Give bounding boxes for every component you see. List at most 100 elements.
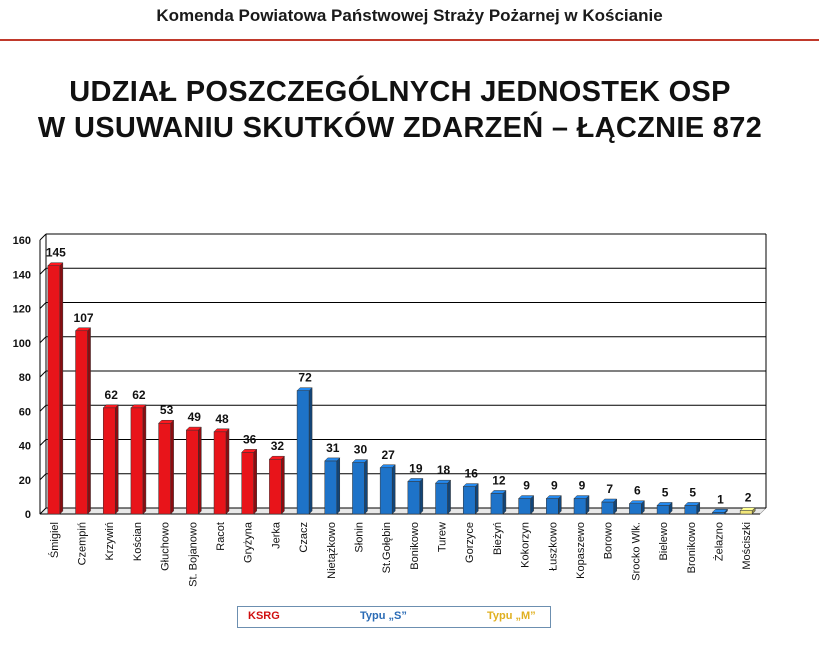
data-label: 12 [492, 473, 506, 487]
bar-top [102, 404, 119, 409]
bar [269, 458, 282, 515]
bar [186, 429, 199, 515]
bar-side [59, 262, 64, 515]
data-label: 53 [160, 403, 174, 417]
gridline-depth [39, 439, 47, 446]
bar [712, 512, 725, 515]
x-tick-label: Turew [437, 522, 449, 552]
bar [47, 265, 61, 515]
bar-side [142, 404, 147, 515]
x-tick-label: Gorzyce [464, 522, 476, 563]
bar [379, 467, 393, 515]
x-tick-label: Srocko Wlk. [630, 522, 642, 581]
bar [130, 407, 144, 515]
x-tick-label: Łuszkowo [547, 522, 559, 571]
legend-entry-typ-s: Typu „S” [360, 610, 407, 622]
bar [241, 452, 254, 515]
y-tick-label: 0 [25, 509, 31, 521]
x-tick-label: Czacz [298, 522, 310, 553]
x-tick-label: St.Gołębin [381, 522, 393, 573]
bar-top [241, 449, 258, 453]
bar-top [296, 387, 313, 391]
bar [656, 505, 670, 515]
bar-top [711, 509, 729, 513]
data-label: 31 [326, 441, 340, 455]
bar-side [308, 387, 313, 515]
x-tick-label: Bronikowo [686, 522, 698, 573]
bar-top [268, 455, 285, 460]
bar-top [434, 479, 452, 484]
bar [490, 493, 504, 515]
bar-side [447, 479, 451, 515]
bar [573, 498, 587, 515]
y-tick-label: 100 [13, 338, 31, 350]
bar [629, 503, 642, 515]
data-label: 5 [662, 485, 669, 499]
bar [407, 481, 421, 515]
bar-top [545, 495, 562, 499]
legend-entry-typ-m: Typu „M” [487, 610, 536, 622]
bar [324, 460, 338, 515]
x-tick-label: Kopaszewo [575, 522, 587, 579]
data-label: 18 [437, 463, 451, 477]
bar-top [185, 426, 202, 431]
x-tick-label: Nietążkowo [326, 522, 338, 579]
bar-top [656, 502, 673, 506]
bar-top [407, 478, 424, 482]
bar-side [87, 327, 91, 515]
bar-top [739, 507, 756, 511]
bar-side [502, 489, 507, 515]
bar [213, 431, 227, 515]
bar-top [379, 464, 396, 469]
bar-top [601, 498, 618, 503]
x-tick-label: Gryżyna [243, 521, 255, 563]
data-label: 49 [188, 410, 202, 424]
data-label: 2 [745, 491, 752, 505]
data-label: 30 [354, 443, 368, 457]
data-label: 27 [381, 448, 395, 462]
y-tick-label: 40 [19, 441, 31, 453]
bar-side [253, 448, 257, 515]
gridline-depth [39, 267, 47, 275]
x-tick-label: Racot [215, 522, 227, 551]
data-label: 19 [409, 461, 423, 475]
x-tick-label: Bonikowo [409, 522, 421, 570]
bar [684, 505, 698, 515]
bar-side [114, 404, 119, 515]
bar-side [364, 459, 368, 515]
gridline-depth [39, 233, 47, 241]
bar-side [474, 482, 479, 515]
bar [462, 486, 476, 515]
y-tick-label: 140 [13, 269, 31, 281]
bar [435, 482, 448, 515]
bar-top [684, 502, 701, 506]
bar-top [462, 483, 479, 487]
x-tick-label: Czempiń [77, 522, 89, 565]
data-label: 107 [74, 311, 94, 325]
bar-side [281, 455, 285, 515]
bar-top [47, 262, 64, 266]
bar [601, 501, 614, 515]
gridline-depth [39, 507, 47, 515]
x-tick-label: Głuchowo [160, 522, 172, 571]
gridline-depth [39, 473, 47, 481]
x-tick-label: Kokorzyn [520, 522, 532, 568]
y-tick-label: 20 [19, 475, 31, 487]
data-label: 9 [551, 479, 558, 493]
x-tick-label: Jerka [270, 521, 282, 549]
data-label: 72 [298, 371, 312, 385]
gridline-depth [39, 302, 47, 309]
data-label: 9 [579, 479, 586, 493]
bar-top [573, 495, 590, 499]
bar [158, 422, 171, 515]
x-tick-label: Słonin [353, 522, 365, 553]
bar-top [518, 495, 535, 499]
chart-title-line2: W USUWANIU SKUTKÓW ZDARZEŃ – ŁĄCZNIE 872 [37, 112, 763, 144]
data-label: 9 [523, 479, 530, 493]
y-tick-label: 80 [19, 372, 31, 384]
y-tick-label: 120 [13, 304, 31, 316]
header-title: Komenda Powiatowa Państwowej Straży Poża… [156, 6, 663, 25]
chart-title-line1: UDZIAŁ POSZCZEGÓLNYCH JEDNOSTEK OSP [69, 76, 731, 108]
bar-top [213, 428, 230, 433]
data-label: 62 [132, 388, 146, 402]
